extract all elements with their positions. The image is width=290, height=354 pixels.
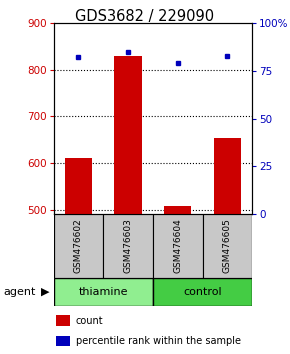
Bar (203, 214, 252, 278)
Bar (54, 278, 153, 306)
Text: GSM476602: GSM476602 (74, 219, 83, 273)
Bar (164, 206, 191, 214)
Bar (115, 56, 142, 214)
Text: ▶: ▶ (41, 287, 49, 297)
Bar (56, 336, 70, 346)
Text: thiamine: thiamine (79, 287, 128, 297)
Text: GSM476604: GSM476604 (173, 219, 182, 273)
Bar (153, 278, 252, 306)
Bar (65, 158, 92, 214)
Text: agent: agent (3, 287, 35, 297)
Bar (54, 214, 103, 278)
Bar (214, 138, 241, 214)
Text: control: control (183, 287, 222, 297)
Text: percentile rank within the sample: percentile rank within the sample (75, 336, 240, 346)
Text: GDS3682 / 229090: GDS3682 / 229090 (75, 9, 215, 24)
Bar (153, 214, 203, 278)
Text: GSM476603: GSM476603 (124, 218, 133, 274)
Bar (103, 214, 153, 278)
Bar (56, 315, 70, 326)
Text: GSM476605: GSM476605 (223, 218, 232, 274)
Text: count: count (75, 316, 103, 326)
